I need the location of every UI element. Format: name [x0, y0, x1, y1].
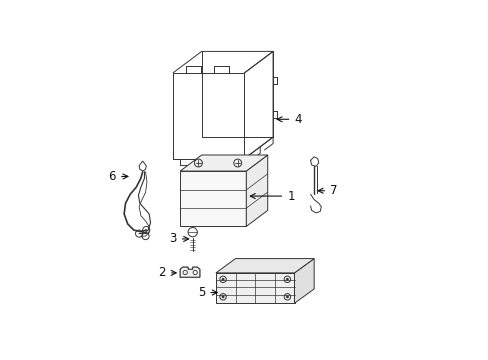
Polygon shape — [180, 267, 200, 277]
Polygon shape — [216, 273, 294, 303]
Text: 6: 6 — [108, 170, 128, 183]
Polygon shape — [180, 155, 267, 171]
Circle shape — [285, 278, 288, 280]
Text: 2: 2 — [158, 266, 176, 279]
Text: 7: 7 — [318, 184, 337, 197]
Polygon shape — [216, 258, 313, 273]
Text: 3: 3 — [169, 233, 188, 246]
Text: 4: 4 — [277, 113, 301, 126]
Circle shape — [222, 278, 224, 280]
Circle shape — [222, 296, 224, 298]
Circle shape — [285, 296, 288, 298]
Text: 5: 5 — [198, 286, 217, 299]
Polygon shape — [246, 155, 267, 226]
Polygon shape — [294, 258, 313, 303]
Polygon shape — [180, 171, 246, 226]
Text: 1: 1 — [250, 190, 294, 203]
Polygon shape — [139, 161, 146, 171]
